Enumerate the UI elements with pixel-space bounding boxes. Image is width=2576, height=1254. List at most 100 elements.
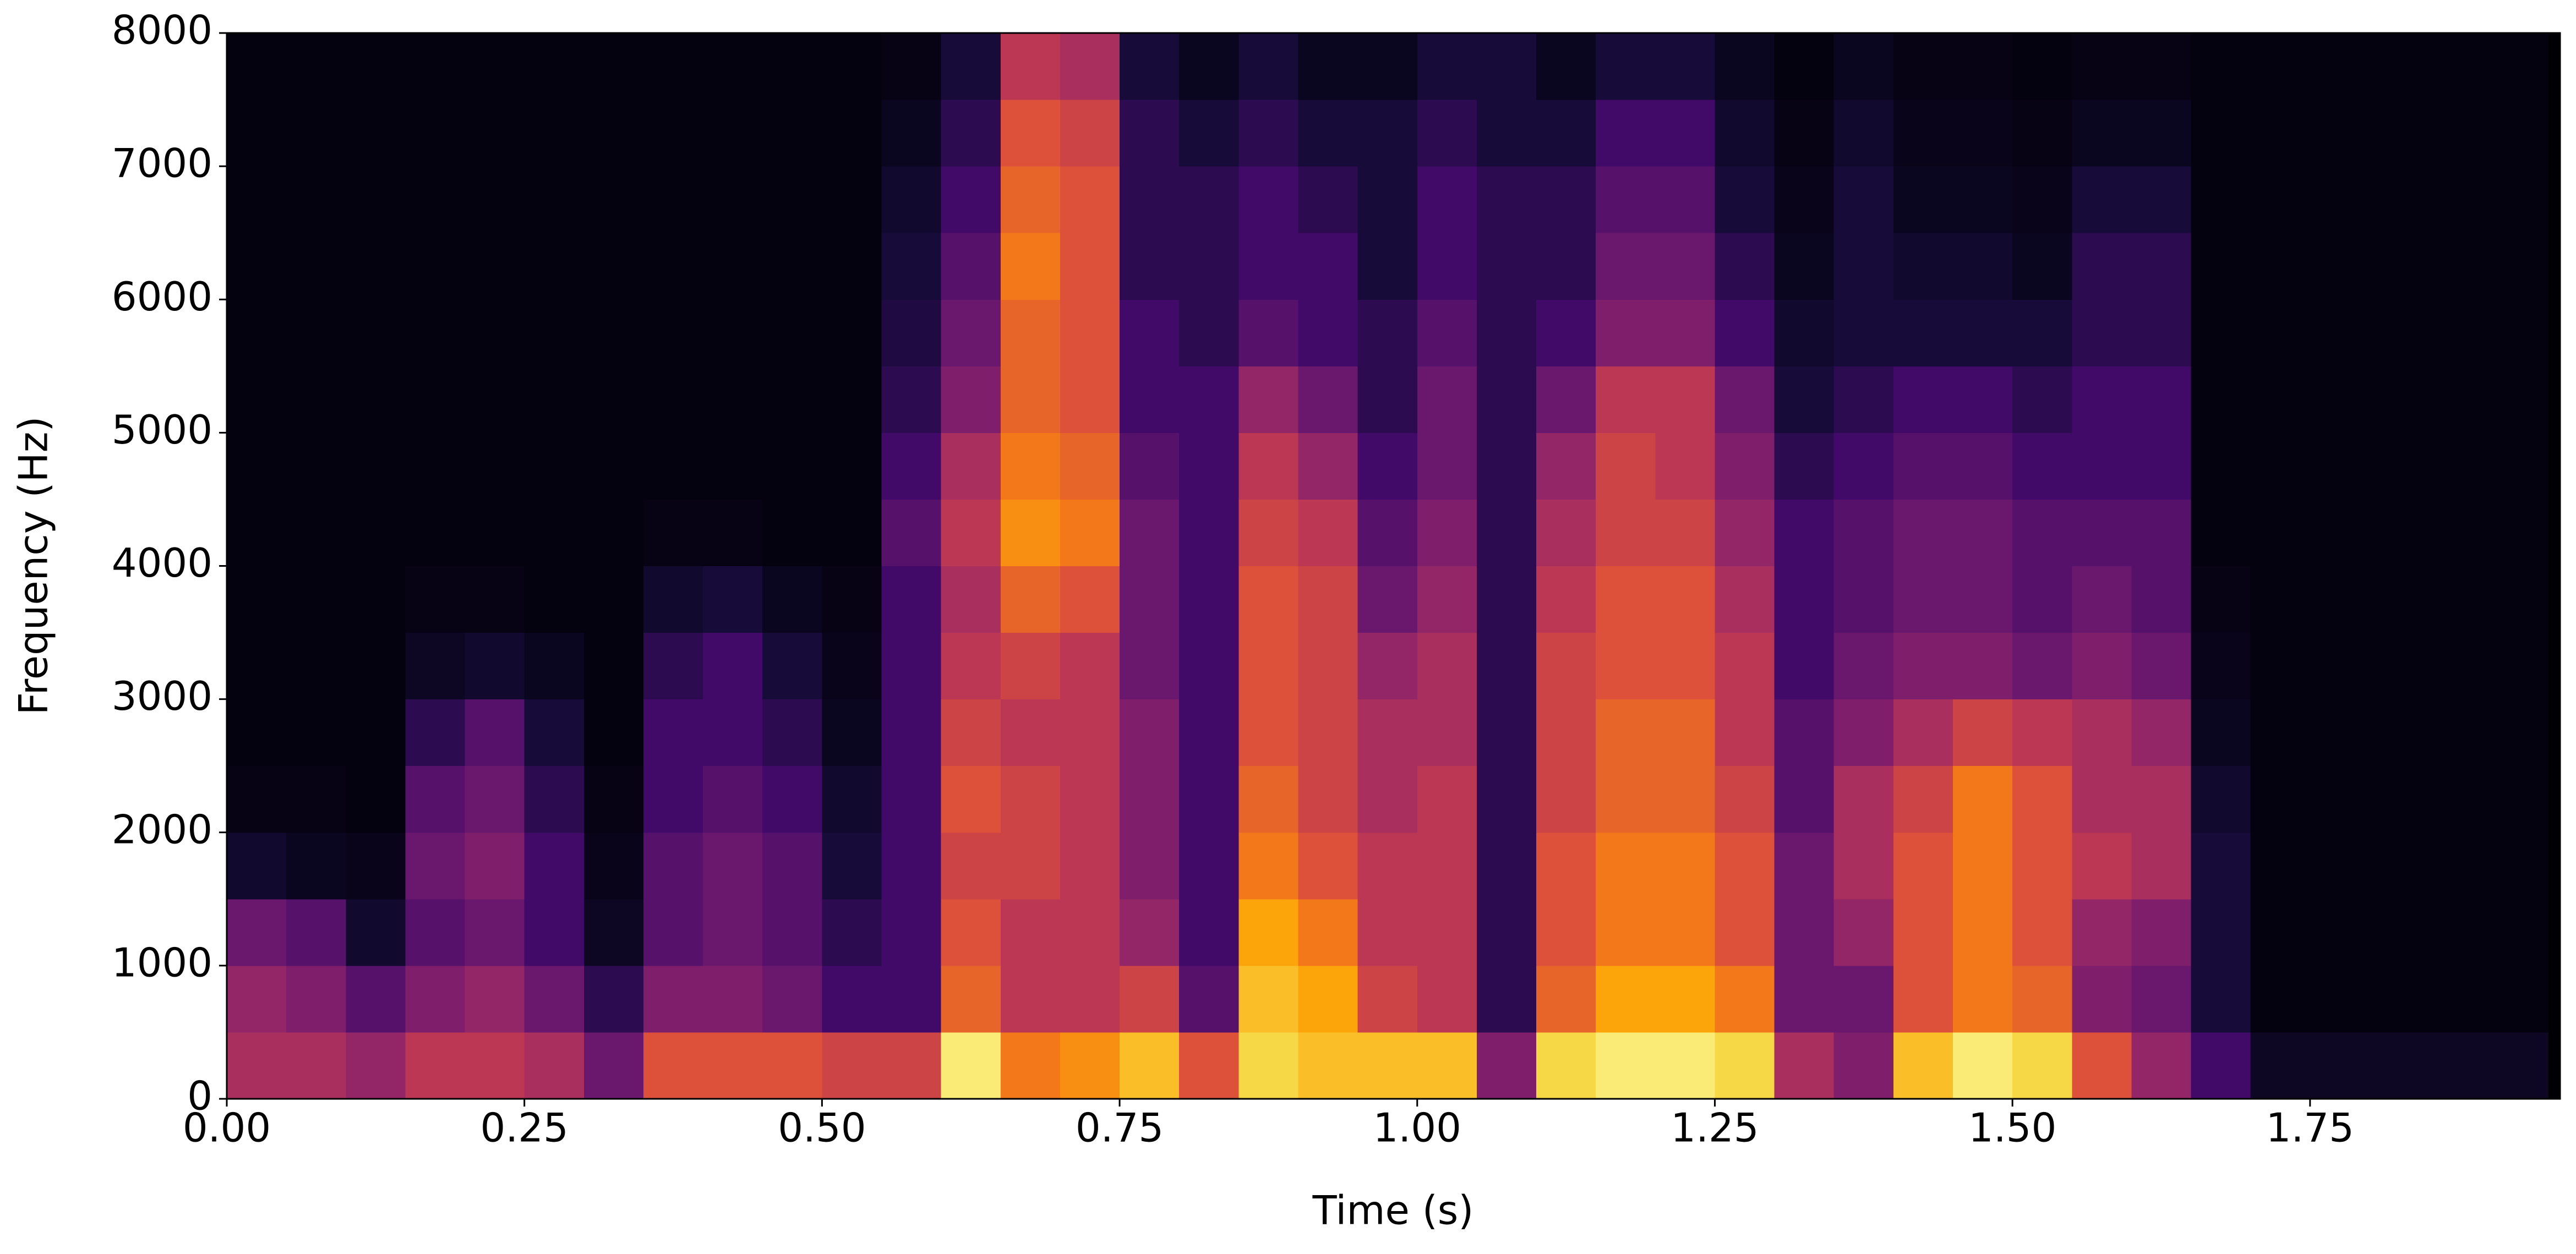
- cell: [227, 566, 287, 633]
- cell: [643, 632, 703, 700]
- cell: [2488, 566, 2548, 633]
- cell: [1476, 33, 1537, 100]
- cell: [1298, 832, 1358, 900]
- cell: [1298, 1032, 1358, 1099]
- y-tick-label: 7000: [112, 140, 212, 187]
- cell: [2131, 499, 2192, 566]
- cell: [1893, 499, 1953, 566]
- cell: [286, 299, 346, 366]
- cell: [643, 699, 703, 766]
- cell: [643, 432, 703, 500]
- cell: [227, 299, 287, 366]
- cell: [405, 499, 466, 566]
- cell: [1179, 432, 1239, 500]
- cell: [2131, 899, 2192, 966]
- cell: [1238, 965, 1298, 1033]
- cell: [941, 899, 1001, 966]
- cell: [2072, 499, 2132, 566]
- cell: [941, 632, 1001, 700]
- cell: [286, 166, 346, 233]
- cell: [881, 166, 942, 233]
- cell: [881, 965, 942, 1033]
- cell: [524, 100, 585, 167]
- cell: [2131, 832, 2192, 900]
- cell: [1417, 499, 1477, 566]
- cell: [2250, 566, 2311, 633]
- cell: [1536, 432, 1596, 500]
- cell: [2429, 632, 2489, 700]
- cell: [583, 432, 644, 500]
- cell: [1120, 233, 1180, 300]
- cell: [1179, 765, 1239, 833]
- cell: [1715, 233, 1775, 300]
- cell: [2488, 899, 2548, 966]
- cell: [703, 765, 763, 833]
- cell: [405, 432, 466, 500]
- cell: [227, 632, 287, 700]
- cell: [762, 765, 822, 833]
- cell: [1596, 100, 1656, 167]
- cell: [822, 566, 882, 633]
- cell: [465, 832, 525, 900]
- cell: [1417, 699, 1477, 766]
- cell: [1774, 699, 1835, 766]
- cell: [1120, 566, 1180, 633]
- cell: [2072, 632, 2132, 700]
- cell: [1060, 632, 1120, 700]
- cell: [1060, 233, 1120, 300]
- cell: [1120, 1032, 1180, 1099]
- cell: [762, 1032, 822, 1099]
- cell: [1120, 765, 1180, 833]
- cell: [2072, 366, 2132, 433]
- cell: [405, 566, 466, 633]
- cell: [2488, 1032, 2548, 1099]
- cell: [2429, 965, 2489, 1033]
- cell: [1715, 366, 1775, 433]
- cell: [1715, 33, 1775, 100]
- cell: [643, 166, 703, 233]
- cell: [1774, 632, 1835, 700]
- cell: [1596, 233, 1656, 300]
- cell: [1120, 33, 1180, 100]
- cell: [1417, 432, 1477, 500]
- cell: [1536, 499, 1596, 566]
- cell: [2369, 1032, 2430, 1099]
- cell: [1357, 832, 1418, 900]
- cell: [346, 432, 406, 500]
- cell: [1298, 566, 1358, 633]
- cell: [1357, 299, 1418, 366]
- cell: [2012, 832, 2072, 900]
- cell: [1357, 366, 1418, 433]
- cell: [2429, 1032, 2489, 1099]
- cell: [941, 699, 1001, 766]
- cell: [2369, 233, 2430, 300]
- cell: [2250, 832, 2311, 900]
- cell: [2191, 166, 2251, 233]
- cell: [2429, 765, 2489, 833]
- axes: 0 1000 2000 3000 4000 5000 6000 7000 8000 0.00 0.2…: [112, 7, 2561, 1151]
- cell: [2131, 366, 2192, 433]
- cell: [227, 432, 287, 500]
- cell: [2429, 33, 2489, 100]
- cell: [2072, 1032, 2132, 1099]
- cell: [465, 1032, 525, 1099]
- cell: [346, 1032, 406, 1099]
- cell: [2131, 965, 2192, 1033]
- cell: [1715, 632, 1775, 700]
- cell: [465, 299, 525, 366]
- cell: [2429, 432, 2489, 500]
- cell: [941, 432, 1001, 500]
- cell: [881, 1032, 942, 1099]
- cell: [405, 166, 466, 233]
- cell: [227, 765, 287, 833]
- cell: [286, 566, 346, 633]
- x-axis-label: Time (s): [1312, 1187, 1474, 1234]
- cell: [2429, 166, 2489, 233]
- cell: [286, 499, 346, 566]
- cell: [1357, 965, 1418, 1033]
- cell: [1417, 33, 1477, 100]
- cell: [583, 699, 644, 766]
- cell: [1417, 366, 1477, 433]
- cell: [2191, 366, 2251, 433]
- cell: [465, 233, 525, 300]
